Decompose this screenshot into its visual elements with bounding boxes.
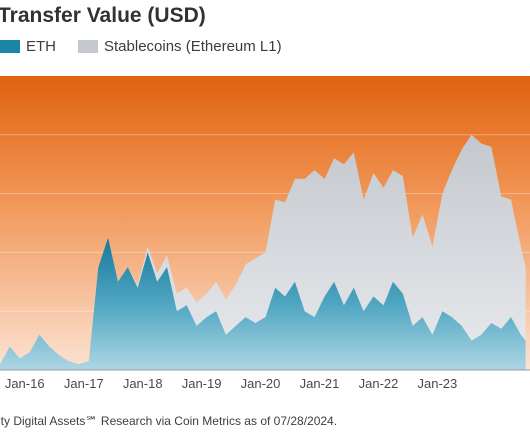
x-tick-label: Jan-19 — [182, 376, 222, 391]
x-tick-label: Jan-21 — [300, 376, 340, 391]
legend-swatch-eth — [0, 40, 20, 53]
x-tick-label: Jan-23 — [418, 376, 458, 391]
x-tick-label: Jan-18 — [123, 376, 163, 391]
legend-label-stablecoins: Stablecoins (Ethereum L1) — [104, 38, 282, 55]
legend: ETH Stablecoins (Ethereum L1) — [0, 38, 530, 58]
chart-title: Transfer Value (USD) — [0, 4, 206, 27]
chart-area: Jan-16 Jan-17 Jan-18 Jan-19 Jan-20 Jan-21 Jan-… — [0, 76, 530, 391]
source-footnote: ity Digital Assets℠ Research via Coin Me… — [0, 414, 338, 428]
legend-item-stablecoins: Stablecoins (Ethereum L1) — [78, 38, 282, 55]
series-eth-area — [0, 237, 526, 370]
x-tick-label: Jan-17 — [64, 376, 104, 391]
legend-item-eth: ETH — [0, 38, 56, 55]
x-tick-label: Jan-16 — [5, 376, 45, 391]
x-tick-label: Jan-22 — [359, 376, 399, 391]
legend-label-eth: ETH — [26, 38, 56, 55]
legend-swatch-stablecoins — [78, 40, 98, 53]
x-tick-label: Jan-20 — [241, 376, 281, 391]
